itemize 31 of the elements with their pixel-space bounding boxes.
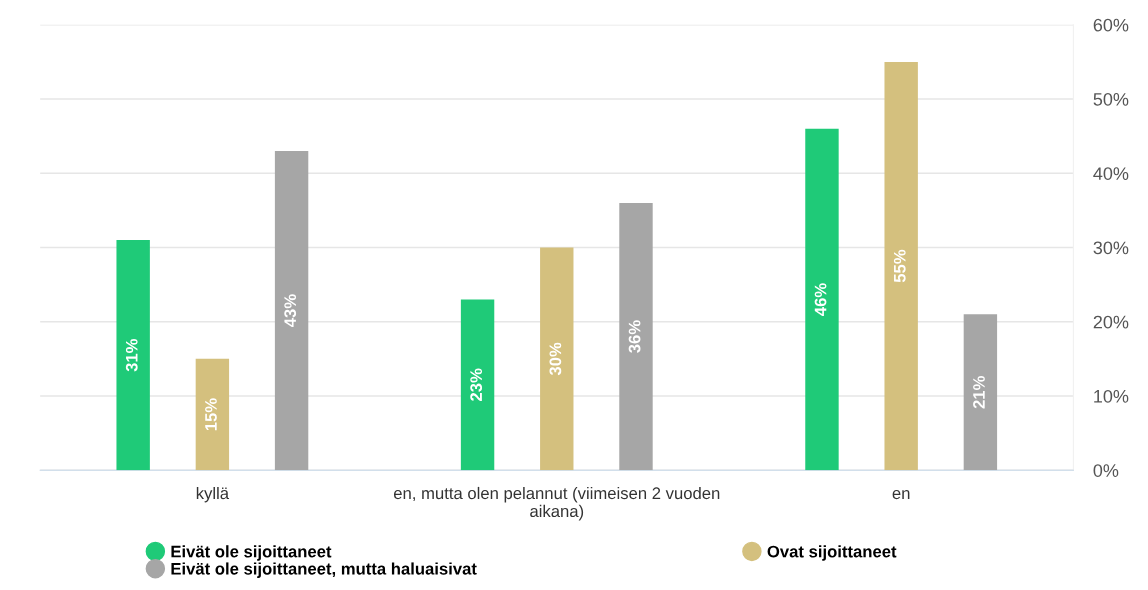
bar: [805, 128, 839, 471]
bar: [963, 314, 998, 471]
data-label: 43%: [284, 294, 297, 328]
data-label: 23%: [470, 368, 483, 401]
bar: [274, 150, 309, 471]
y-tick-label: 0%: [1093, 464, 1119, 477]
data-label: 21%: [973, 376, 985, 409]
y-tick-label: 30%: [1093, 241, 1129, 255]
legend-label: Eivät ole sijoittaneet: [171, 545, 332, 561]
legend-label: Eivät ole sijoittaneet, mutta haluaisivat: [171, 562, 477, 578]
bar: [540, 247, 574, 471]
y-tick-label: 20%: [1093, 315, 1129, 329]
bar: [619, 202, 653, 471]
y-tick-label: 10%: [1094, 389, 1129, 403]
bar: [884, 61, 918, 471]
y-tick-label: 60%: [1093, 18, 1129, 32]
y-tick-label: 50%: [1093, 92, 1129, 106]
x-tick-label: en, mutta olen pelannut (viimeisen 2 vuoden aikana): [393, 486, 720, 521]
data-label: 30%: [549, 342, 562, 376]
bar: [460, 299, 495, 471]
bar: [195, 358, 230, 471]
data-label: 31%: [125, 338, 138, 372]
bar: [116, 240, 150, 471]
y-tick-label: 40%: [1093, 167, 1129, 180]
data-label: 55%: [893, 249, 906, 283]
x-tick-label: kyllä: [196, 486, 230, 503]
data-label: 36%: [628, 320, 641, 353]
x-tick-label: en: [892, 490, 910, 500]
data-label: 46%: [814, 283, 827, 316]
legend-label: Ovat sijoittaneet: [767, 545, 897, 561]
data-label: 15%: [205, 398, 217, 431]
